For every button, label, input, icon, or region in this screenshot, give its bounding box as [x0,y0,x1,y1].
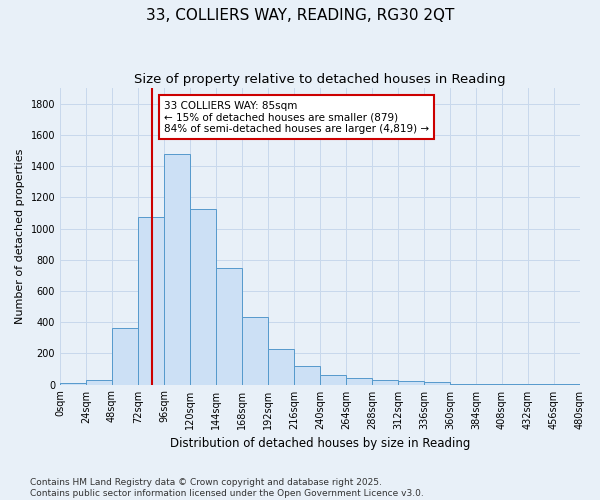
Text: 33 COLLIERS WAY: 85sqm
← 15% of detached houses are smaller (879)
84% of semi-de: 33 COLLIERS WAY: 85sqm ← 15% of detached… [164,100,429,134]
Bar [164,154,190,384]
Bar [216,268,242,384]
X-axis label: Distribution of detached houses by size in Reading: Distribution of detached houses by size … [170,437,470,450]
Text: Contains HM Land Registry data © Crown copyright and database right 2025.
Contai: Contains HM Land Registry data © Crown c… [30,478,424,498]
Bar [60,383,86,384]
Y-axis label: Number of detached properties: Number of detached properties [15,148,25,324]
Bar [86,380,112,384]
Text: 33, COLLIERS WAY, READING, RG30 2QT: 33, COLLIERS WAY, READING, RG30 2QT [146,8,454,22]
Bar [190,209,216,384]
Bar [294,366,320,384]
Bar [268,350,294,384]
Bar [346,378,372,384]
Title: Size of property relative to detached houses in Reading: Size of property relative to detached ho… [134,72,506,86]
Bar [320,375,346,384]
Bar [112,328,138,384]
Bar [138,217,164,384]
Bar [242,316,268,384]
Bar [424,382,450,384]
Bar [372,380,398,384]
Bar [398,382,424,384]
